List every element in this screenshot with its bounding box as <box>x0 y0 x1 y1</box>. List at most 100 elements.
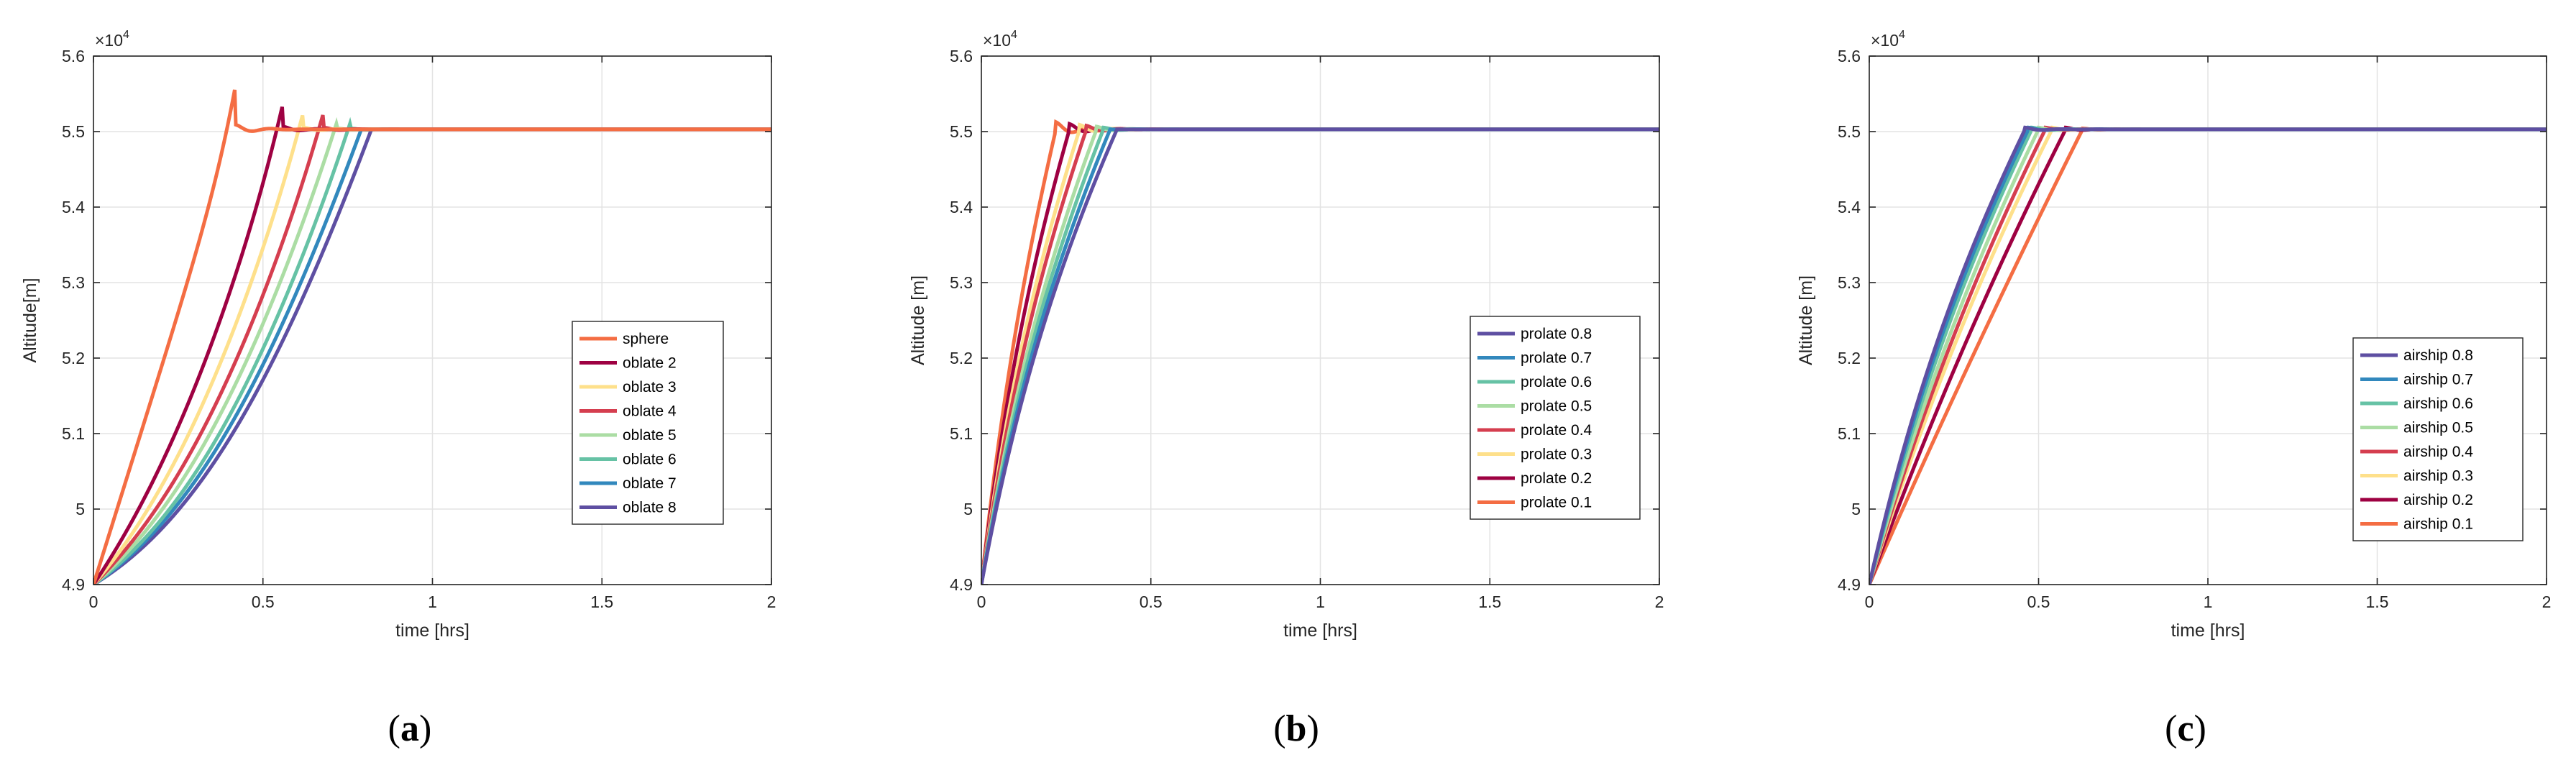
y-tick-label: 5.4 <box>950 198 973 216</box>
legend-entry: airship 0.5 <box>2403 420 2473 436</box>
caption-close-paren: ) <box>419 708 431 749</box>
x-tick-label: 1.5 <box>1478 592 1501 611</box>
legend-entry: airship 0.4 <box>2403 444 2473 460</box>
legend-entry: airship 0.8 <box>2403 347 2473 364</box>
panel-caption: (a) <box>388 708 432 749</box>
x-tick-label: 0.5 <box>1140 592 1163 611</box>
y-exponent-label: ×104 <box>1871 29 1905 50</box>
legend-box <box>572 321 724 525</box>
y-tick-label: 5.6 <box>950 47 973 65</box>
caption-letter: b <box>1286 708 1307 749</box>
y-tick-label: 5.4 <box>1838 198 1861 216</box>
y-exponent-label: ×104 <box>95 29 129 50</box>
series-line-sphere <box>93 89 771 585</box>
y-exponent-power: 4 <box>1899 29 1905 41</box>
y-tick-label: 5 <box>75 500 85 518</box>
legend-entry: airship 0.2 <box>2403 492 2473 508</box>
x-tick-label: 0 <box>89 592 98 611</box>
panel-caption: (b) <box>1273 708 1319 749</box>
y-tick-label: 5 <box>1851 500 1861 518</box>
legend-entry: prolate 0.7 <box>1521 350 1592 367</box>
caption-open-paren: ( <box>388 708 400 749</box>
legend-entry: airship 0.7 <box>2403 372 2473 388</box>
y-tick-label: 4.9 <box>1838 575 1861 594</box>
y-tick-label: 5.1 <box>1838 424 1861 443</box>
y-tick-label: 4.9 <box>950 575 973 594</box>
y-tick-label: 5.2 <box>1838 349 1861 367</box>
y-tick-label: 5.1 <box>950 424 973 443</box>
legend-entry: oblate 4 <box>623 403 677 420</box>
legend-entry: oblate 2 <box>623 355 677 372</box>
x-tick-label: 0 <box>977 592 986 611</box>
series-line-prolate-0-8 <box>981 127 1659 585</box>
y-tick-label: 5.3 <box>950 273 973 292</box>
y-tick-label: 5.2 <box>62 349 85 367</box>
legend-entry: airship 0.3 <box>2403 468 2473 485</box>
x-axis-label: time [hrs] <box>1283 621 1357 641</box>
legend-entry: airship 0.6 <box>2403 395 2473 412</box>
x-tick-label: 1.5 <box>2366 592 2389 611</box>
y-axis-label: Altitude [m] <box>1796 275 1816 365</box>
panel-caption: (c) <box>2165 708 2206 749</box>
legend-entry: oblate 3 <box>623 379 677 395</box>
y-tick-label: 4.9 <box>62 575 85 594</box>
y-axis-label: Altitude[m] <box>20 278 40 362</box>
y-axis-label: Altitude [m] <box>908 275 928 365</box>
legend: sphere oblate 2 oblate 3 oblate 4 oblate 5 ob… <box>572 321 724 525</box>
caption-letter: a <box>400 708 419 749</box>
legend-entry: prolate 0.6 <box>1521 374 1592 390</box>
legend-entry: prolate 0.4 <box>1521 422 1592 439</box>
legend-entry: prolate 0.8 <box>1521 326 1592 342</box>
chart-panel-c: 0 0.5 1 1.5 2 4.9 5 5.1 5.2 5.3 5.4 5.5 5.6 ×104 time … <box>1796 29 2551 749</box>
legend-entry: oblate 5 <box>623 427 677 444</box>
legend-box <box>1470 316 1641 520</box>
y-exponent-power: 4 <box>1011 29 1017 41</box>
legend-entry: prolate 0.3 <box>1521 447 1592 463</box>
legend-entry: oblate 8 <box>623 500 677 516</box>
y-exponent-power: 4 <box>123 29 129 41</box>
legend-entry: oblate 7 <box>623 475 677 492</box>
x-tick-label: 1.5 <box>590 592 613 611</box>
y-exponent-base: ×10 <box>95 31 123 50</box>
x-tick-label: 0 <box>1865 592 1874 611</box>
legend-entry: sphere <box>623 331 669 347</box>
y-tick-label: 5.3 <box>1838 273 1861 292</box>
x-tick-label: 2 <box>2542 592 2552 611</box>
x-tick-label: 2 <box>767 592 776 611</box>
y-tick-label: 5.5 <box>950 122 973 141</box>
y-tick-label: 5.5 <box>1838 122 1861 141</box>
series-line-airship-0-8 <box>1869 125 2547 585</box>
y-exponent-base: ×10 <box>983 31 1011 50</box>
caption-open-paren: ( <box>2165 708 2177 749</box>
legend: airship 0.8 airship 0.7 airship 0.6 airship… <box>2352 337 2524 541</box>
caption-close-paren: ) <box>2194 708 2206 749</box>
x-tick-label: 1 <box>1316 592 1325 611</box>
caption-open-paren: ( <box>1273 708 1285 749</box>
caption-letter: c <box>2177 708 2194 749</box>
x-tick-label: 0.5 <box>252 592 275 611</box>
x-tick-label: 2 <box>1655 592 1664 611</box>
chart-panel-a: 0 0.5 1 1.5 2 4.9 5 5.1 5.2 5.3 5.4 5.5 5.6 ×104 time … <box>20 29 776 749</box>
y-tick-label: 5.2 <box>950 349 973 367</box>
y-tick-label: 5.5 <box>62 122 85 141</box>
legend-entry: prolate 0.2 <box>1521 470 1592 487</box>
y-exponent-base: ×10 <box>1871 31 1899 50</box>
legend-entry: prolate 0.1 <box>1521 495 1592 511</box>
legend: prolate 0.8 prolate 0.7 prolate 0.6 prolate… <box>1470 316 1641 520</box>
x-tick-label: 1 <box>2204 592 2213 611</box>
x-tick-label: 1 <box>428 592 437 611</box>
legend-box <box>2352 337 2524 541</box>
y-tick-label: 5 <box>963 500 973 518</box>
legend-entry: airship 0.1 <box>2403 516 2473 533</box>
y-tick-label: 5.4 <box>62 198 85 216</box>
legend-entry: oblate 6 <box>623 452 677 468</box>
y-tick-label: 5.6 <box>1838 47 1861 65</box>
x-tick-label: 0.5 <box>2027 592 2050 611</box>
x-axis-label: time [hrs] <box>395 621 469 641</box>
y-exponent-label: ×104 <box>983 29 1017 50</box>
y-tick-label: 5.3 <box>62 273 85 292</box>
x-axis-label: time [hrs] <box>2171 621 2245 641</box>
caption-close-paren: ) <box>1306 708 1319 749</box>
y-tick-label: 5.6 <box>62 47 85 65</box>
